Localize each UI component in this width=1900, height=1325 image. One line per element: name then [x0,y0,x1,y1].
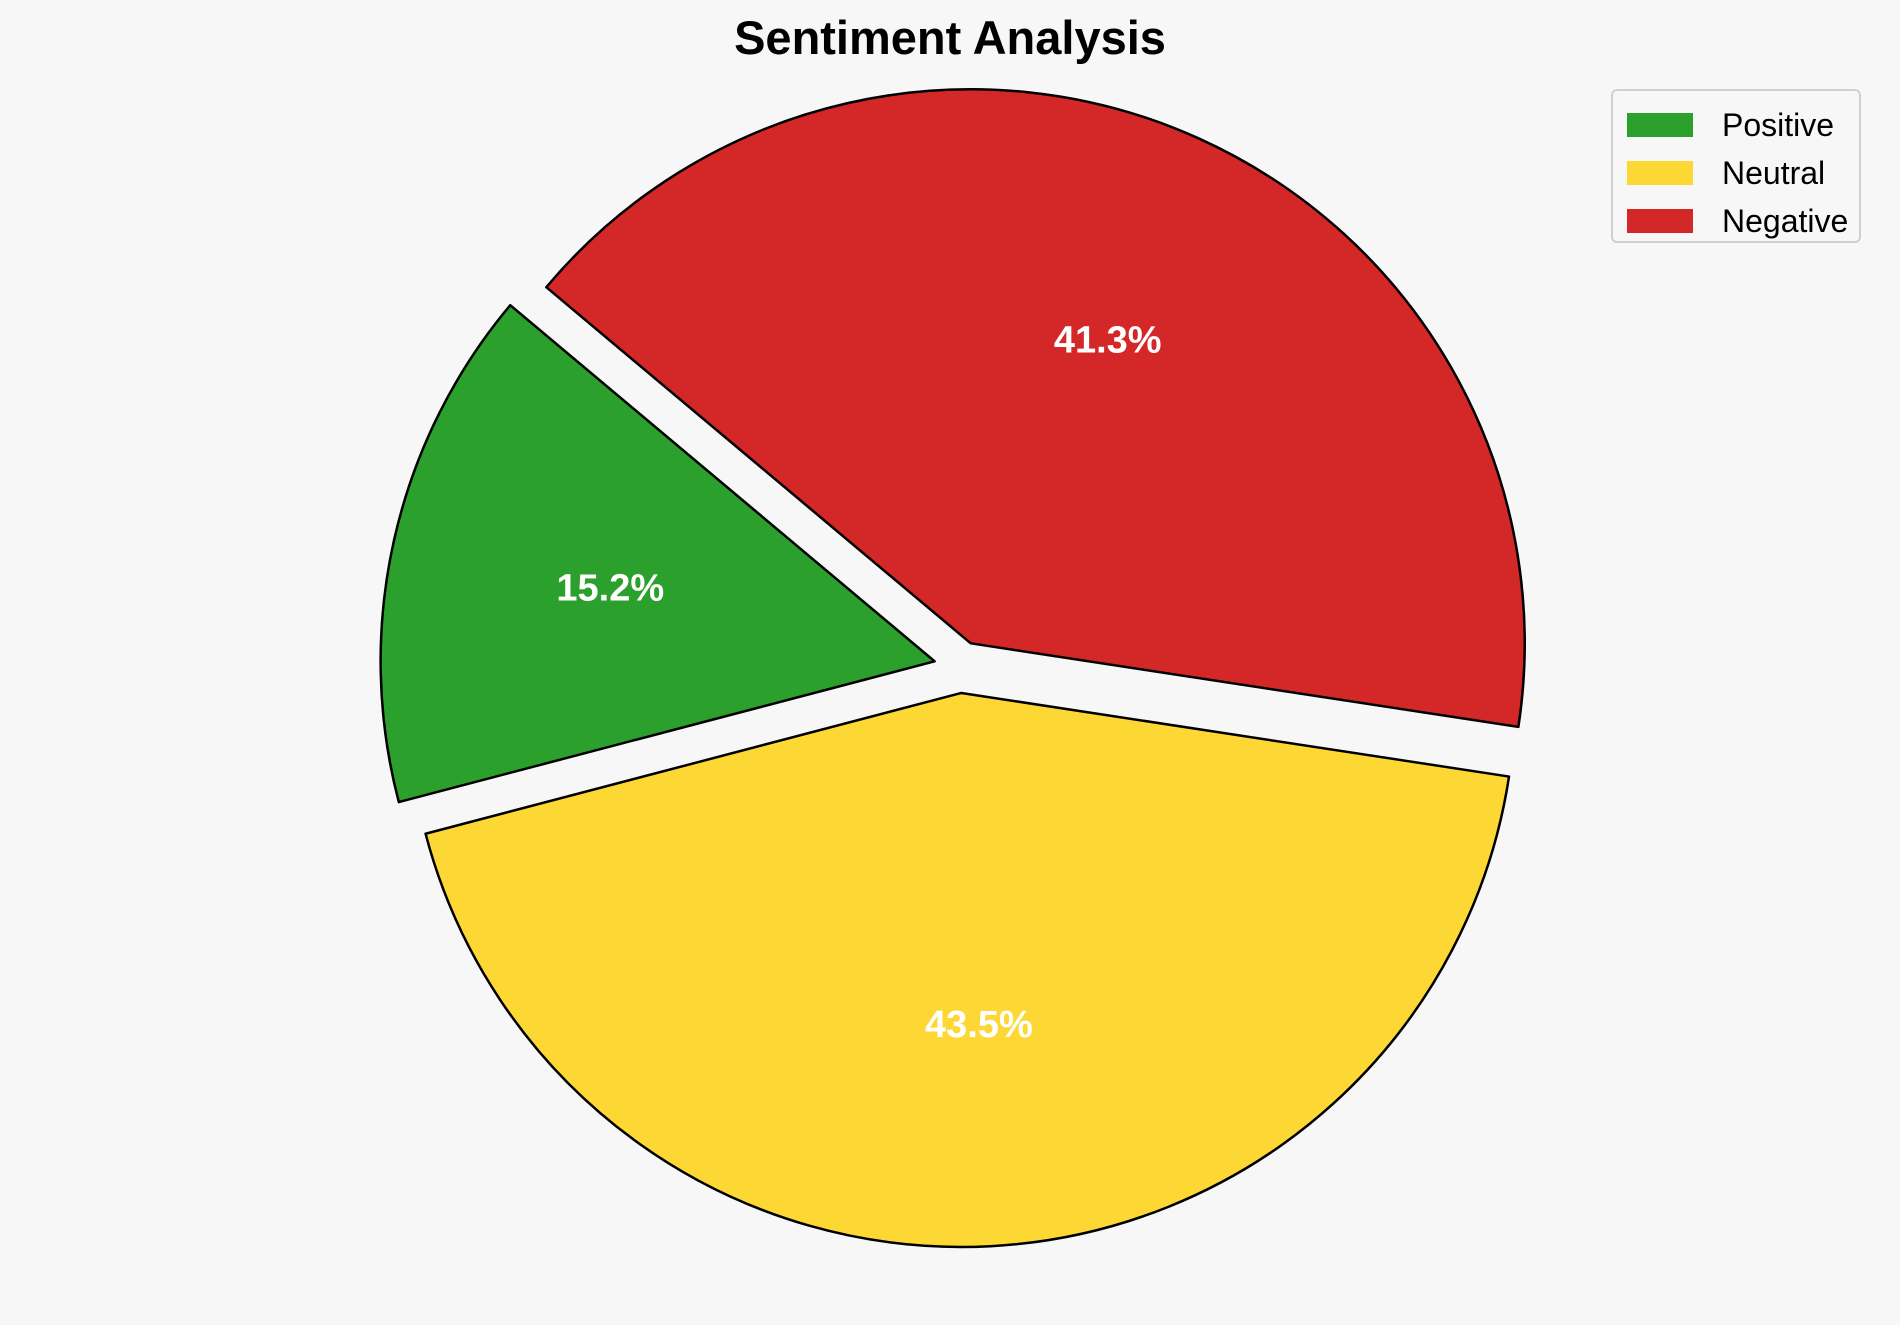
pie-slice-negative [545,88,1526,729]
legend-item-positive: Positive [1627,101,1859,149]
pie-slice-positive [379,303,936,804]
legend-swatch-neutral [1627,161,1693,185]
pie-label-neutral: 43.5% [925,1004,1033,1046]
legend-label-negative: Negative [1722,202,1849,239]
pie-labels: 15.2% 43.5% 41.3% [556,319,1161,1045]
pie-slices [379,88,1526,1249]
pie-label-positive: 15.2% [556,568,664,610]
legend-swatch-negative [1627,209,1693,233]
legend-label-neutral: Neutral [1722,154,1826,191]
chart-title: Sentiment Analysis [734,11,1166,64]
legend-item-neutral: Neutral [1627,149,1859,197]
pie-slice-neutral [424,691,1511,1249]
pie-label-negative: 41.3% [1054,319,1162,361]
legend-label-positive: Positive [1722,106,1835,143]
legend-swatch-positive [1627,113,1693,137]
legend-item-negative: Negative [1627,197,1859,245]
legend: Positive Neutral Negative [1611,89,1861,243]
